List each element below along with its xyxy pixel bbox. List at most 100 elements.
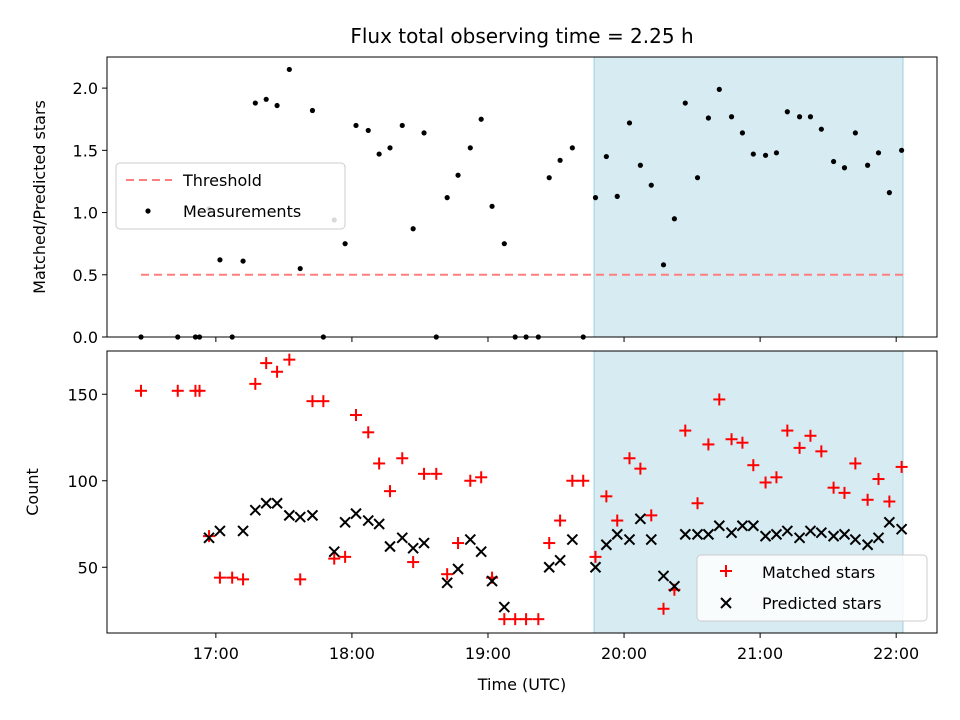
legend-matched-label: Matched stars: [762, 563, 875, 582]
predicted-star-point: [214, 525, 226, 537]
chart-title: Flux total observing time = 2.25 h: [350, 24, 693, 48]
legend-measurements-swatch: [145, 208, 151, 214]
matched-star-point: [883, 495, 896, 508]
x-tick-label: 18:00: [329, 644, 375, 663]
predicted-star-point: [883, 516, 896, 528]
matched-star-point: [566, 474, 579, 487]
matched-star-point: [736, 436, 749, 449]
top-y-axis-label: Matched/Predicted stars: [30, 100, 49, 294]
predicted-star-point: [849, 533, 862, 546]
predicted-star-point: [328, 545, 340, 558]
matched-star-point: [306, 395, 319, 408]
predicted-star-point: [759, 530, 772, 542]
predicted-star-point: [373, 518, 385, 530]
matched-star-point: [193, 384, 206, 397]
measurement-point: [682, 100, 688, 106]
matched-star-point: [600, 490, 613, 503]
predicted-star-point: [861, 539, 874, 551]
matched-star-point: [213, 571, 226, 584]
matched-star-point: [577, 474, 590, 487]
measurement-points: [138, 66, 905, 340]
legend-threshold-label: Threshold: [182, 171, 262, 190]
predicted-star-point: [872, 532, 885, 544]
matched-star-point: [294, 573, 307, 586]
measurement-point: [671, 216, 677, 222]
matched-star-point: [861, 493, 874, 506]
predicted-star-point: [486, 575, 498, 587]
predicted-star-point: [396, 532, 408, 544]
matched-star-point: [645, 509, 658, 522]
measurement-point: [286, 66, 292, 73]
legend-predicted-swatch: [720, 597, 732, 609]
top-y-ticks: 0.0 0.5 1.0 1.5 2.0: [73, 79, 107, 347]
matched-star-point: [747, 459, 760, 472]
predicted-star-point: [249, 504, 262, 516]
matched-star-point: [634, 462, 647, 475]
matched-star-point: [203, 530, 216, 543]
matched-star-point: [475, 471, 488, 484]
x-tick-label: 19:00: [465, 644, 511, 663]
matched-star-point: [249, 377, 262, 390]
matched-star-point: [759, 476, 772, 489]
matched-star-point: [317, 395, 330, 408]
matched-star-point: [237, 573, 250, 586]
predicted-stars-points: [203, 497, 908, 613]
predicted-star-point: [350, 507, 362, 520]
measurement-point: [796, 114, 803, 120]
predicted-star-point: [294, 511, 306, 523]
predicted-star-point: [781, 525, 794, 537]
bottom-legend: Matched stars Predicted stars: [696, 554, 928, 622]
y-tick-label: 50: [78, 558, 98, 577]
matched-star-point: [441, 568, 454, 581]
matched-star-point: [498, 613, 511, 626]
measurement-point: [455, 172, 461, 178]
predicted-star-point: [566, 533, 579, 546]
matched-star-point: [702, 438, 715, 451]
predicted-star-point: [815, 526, 828, 539]
predicted-star-point: [691, 528, 704, 541]
measurement-point: [694, 175, 701, 181]
matched-star-point: [793, 441, 806, 454]
x-tick-label: 21:00: [737, 644, 783, 663]
predicted-star-point: [464, 533, 477, 546]
y-tick-label: 150: [67, 385, 98, 404]
y-tick-label: 1.5: [73, 141, 98, 160]
predicted-star-point: [441, 577, 453, 589]
matched-star-point: [815, 445, 828, 458]
matched-star-point: [827, 481, 840, 494]
matched-star-point: [271, 365, 284, 378]
matched-star-point: [509, 613, 522, 626]
predicted-star-point: [725, 526, 738, 539]
predicted-star-point: [498, 601, 511, 613]
legend-measurements-label: Measurements: [183, 202, 301, 221]
measurement-point: [728, 114, 735, 120]
measurement-point: [478, 116, 484, 122]
bottom-y-ticks: 50 100 150: [67, 385, 107, 577]
matched-star-point: [895, 460, 908, 473]
predicted-star-point: [736, 520, 749, 532]
measurement-point: [240, 258, 246, 264]
predicted-star-point: [237, 525, 249, 537]
matched-star-point: [543, 537, 556, 550]
bottom-x-ticks: 17:00 18:00 19:00 20:00 21:00 22:00: [193, 633, 919, 663]
measurement-point: [297, 265, 303, 272]
measurement-point: [807, 114, 814, 120]
matched-star-point: [283, 353, 296, 366]
predicted-star-point: [838, 528, 851, 541]
matched-star-point: [396, 452, 409, 465]
y-tick-label: 100: [67, 472, 98, 491]
matched-star-point: [171, 384, 184, 397]
matched-star-point: [226, 571, 239, 584]
measurement-point: [342, 241, 348, 247]
predicted-star-point: [260, 497, 272, 509]
measurement-point: [716, 86, 722, 92]
predicted-star-point: [804, 525, 817, 537]
measurement-point: [365, 127, 371, 134]
measurement-point: [444, 195, 450, 201]
matched-star-point: [350, 409, 362, 422]
matched-star-point: [135, 384, 148, 397]
measurement-point: [648, 182, 654, 188]
measurement-point: [217, 257, 223, 263]
top-axes-frame: [106, 56, 938, 338]
